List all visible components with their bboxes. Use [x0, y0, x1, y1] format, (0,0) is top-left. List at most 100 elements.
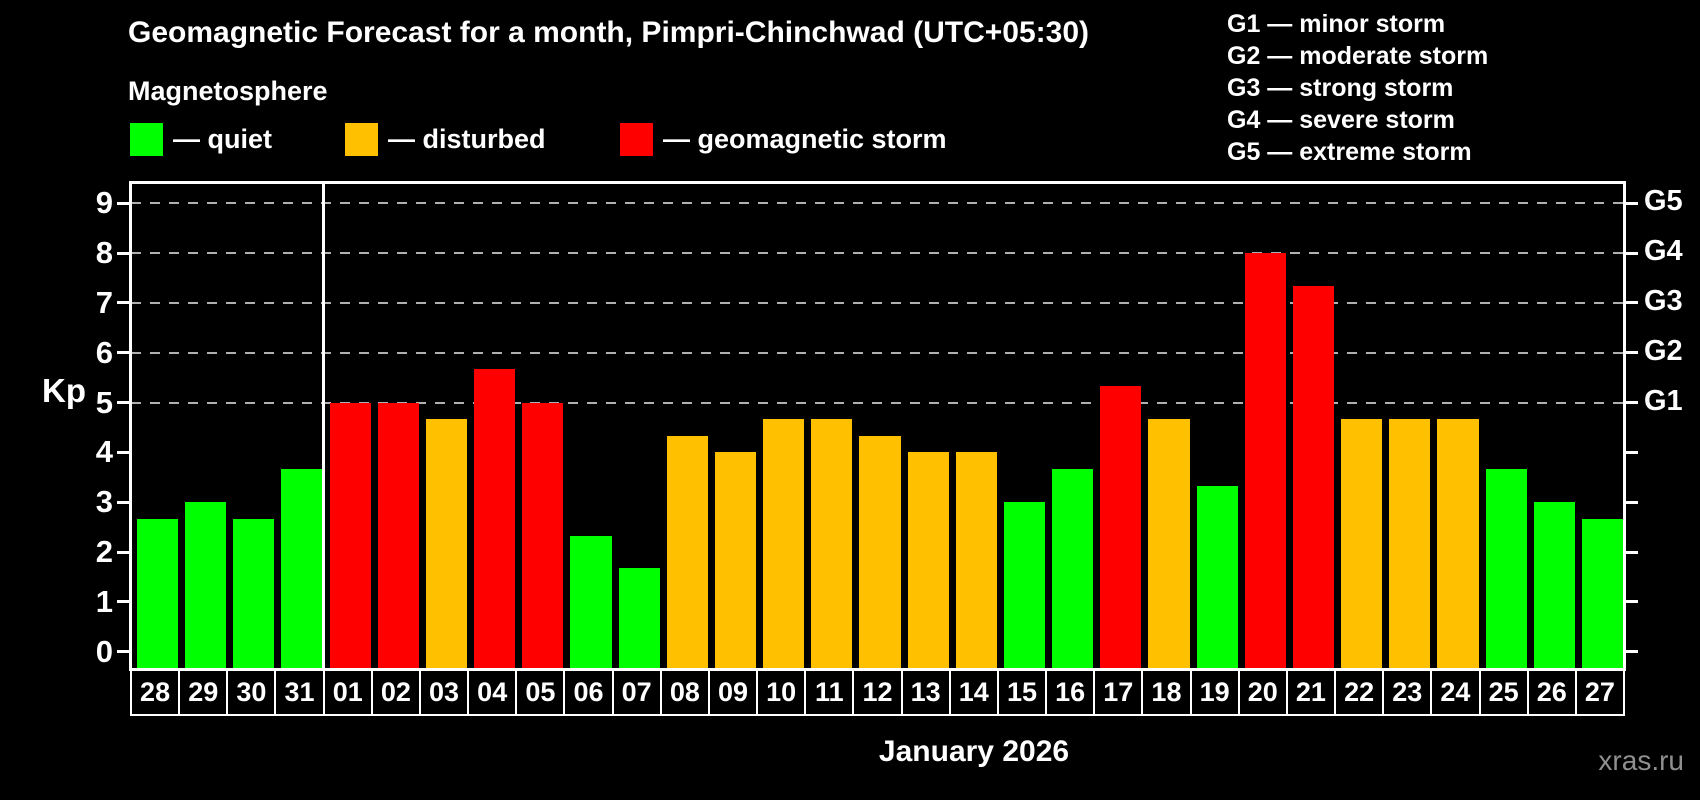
x-axis-month-label: January 2026	[878, 735, 1070, 768]
date-cell-18: 18	[1141, 669, 1192, 716]
y-tick-left-8	[117, 251, 129, 255]
bar-day-06	[570, 535, 612, 669]
right-axis-label-g3: G3	[1644, 284, 1683, 317]
date-cell-15: 15	[996, 669, 1048, 716]
gridline-kp9	[131, 202, 1624, 205]
right-axis-label-g2: G2	[1644, 334, 1683, 367]
date-cell-25: 25	[1478, 669, 1529, 716]
quiet-swatch-icon	[130, 123, 163, 156]
y-tick-label-5: 5	[95, 384, 113, 420]
bar-day-13	[907, 452, 949, 669]
bar-day-22	[1341, 418, 1383, 669]
disturbed-swatch-icon	[345, 123, 378, 156]
y-tick-right-5	[1626, 401, 1638, 405]
bar-day-14	[955, 452, 997, 669]
date-cell-14: 14	[948, 669, 999, 716]
bar-day-08	[666, 435, 708, 669]
y-tick-right-9	[1626, 201, 1638, 205]
plot-border	[129, 181, 1626, 671]
bar-day-29	[185, 502, 227, 669]
date-cell-29: 29	[178, 669, 229, 716]
date-cell-11: 11	[804, 669, 855, 716]
y-tick-left-9	[117, 201, 129, 205]
color-legend: — quiet — disturbed — geomagnetic storm	[0, 122, 1100, 162]
bar-day-24	[1437, 418, 1479, 669]
bar-day-15	[1003, 502, 1046, 669]
y-tick-right-3	[1626, 500, 1638, 504]
storm-legend-label: — geomagnetic storm	[663, 124, 947, 154]
date-cell-09: 09	[707, 669, 759, 716]
gridline-kp7	[131, 301, 1624, 304]
y-tick-label-6: 6	[95, 334, 113, 370]
y-tick-left-7	[117, 301, 129, 305]
quiet-legend-label: — quiet	[173, 124, 272, 154]
chart-title: Geomagnetic Forecast for a month, Pimpri…	[128, 16, 1089, 49]
y-tick-left-2	[117, 550, 129, 554]
y-tick-right-1	[1626, 600, 1638, 604]
date-cell-31: 31	[274, 669, 325, 716]
date-cell-01: 01	[322, 669, 373, 716]
date-cell-30: 30	[226, 669, 277, 716]
date-cell-12: 12	[852, 669, 903, 716]
bar-day-16	[1052, 468, 1094, 669]
g5-legend-line: G5 — extreme storm	[1227, 138, 1472, 166]
bar-day-02	[377, 402, 419, 669]
bar-day-09	[714, 452, 757, 669]
gridline-kp8	[131, 252, 1624, 255]
g3-legend-line: G3 — strong storm	[1227, 74, 1454, 102]
date-cell-07: 07	[611, 669, 662, 716]
bar-day-23	[1389, 418, 1431, 669]
date-cell-17: 17	[1093, 669, 1144, 716]
date-cell-22: 22	[1334, 669, 1385, 716]
bar-day-27	[1581, 518, 1623, 669]
watermark: xras.ru	[1598, 745, 1684, 776]
date-cell-10: 10	[756, 669, 807, 716]
storm-scale-legend: G1 — minor storm G2 — moderate storm G3 …	[1227, 8, 1687, 168]
bar-day-21	[1292, 286, 1335, 669]
y-tick-right-4	[1626, 450, 1638, 454]
right-axis-label-g5: G5	[1644, 185, 1683, 218]
y-tick-right-2	[1626, 550, 1638, 554]
date-cell-02: 02	[370, 669, 421, 716]
date-cell-26: 26	[1526, 669, 1577, 716]
y-tick-right-7	[1626, 301, 1638, 305]
gridline-kp5	[131, 401, 1624, 404]
date-cell-04: 04	[467, 669, 518, 716]
y-tick-label-1: 1	[95, 583, 113, 619]
g4-legend-line: G4 — severe storm	[1227, 106, 1455, 134]
date-cell-28: 28	[130, 669, 181, 716]
magnetosphere-label: Magnetosphere	[128, 76, 328, 106]
bar-day-04	[474, 369, 516, 669]
storm-swatch-icon	[620, 123, 653, 156]
date-cell-24: 24	[1430, 669, 1481, 716]
g2-legend-line: G2 — moderate storm	[1227, 42, 1489, 70]
bar-day-18	[1148, 418, 1190, 669]
date-cell-05: 05	[515, 669, 566, 716]
bar-day-07	[618, 568, 660, 669]
bar-day-28	[137, 518, 179, 669]
date-cell-13: 13	[900, 669, 951, 716]
y-tick-left-5	[117, 401, 129, 405]
bar-day-26	[1533, 502, 1575, 669]
bar-day-30	[233, 518, 275, 669]
bar-day-19	[1196, 485, 1238, 669]
bar-day-05	[522, 402, 564, 669]
bar-day-03	[425, 418, 468, 669]
bar-day-20	[1244, 253, 1286, 669]
date-cell-16: 16	[1045, 669, 1096, 716]
y-tick-right-6	[1626, 351, 1638, 355]
right-axis-label-g1: G1	[1644, 384, 1683, 417]
right-axis-label-g4: G4	[1644, 235, 1683, 268]
bar-day-12	[859, 435, 901, 669]
bar-day-31	[281, 468, 323, 669]
y-tick-label-3: 3	[95, 484, 113, 520]
gridline-kp6	[131, 351, 1624, 354]
date-cell-03: 03	[418, 669, 470, 716]
y-tick-left-1	[117, 600, 129, 604]
date-cell-23: 23	[1382, 669, 1433, 716]
bar-day-17	[1100, 386, 1142, 669]
bar-day-10	[763, 418, 805, 669]
date-cell-19: 19	[1189, 669, 1240, 716]
